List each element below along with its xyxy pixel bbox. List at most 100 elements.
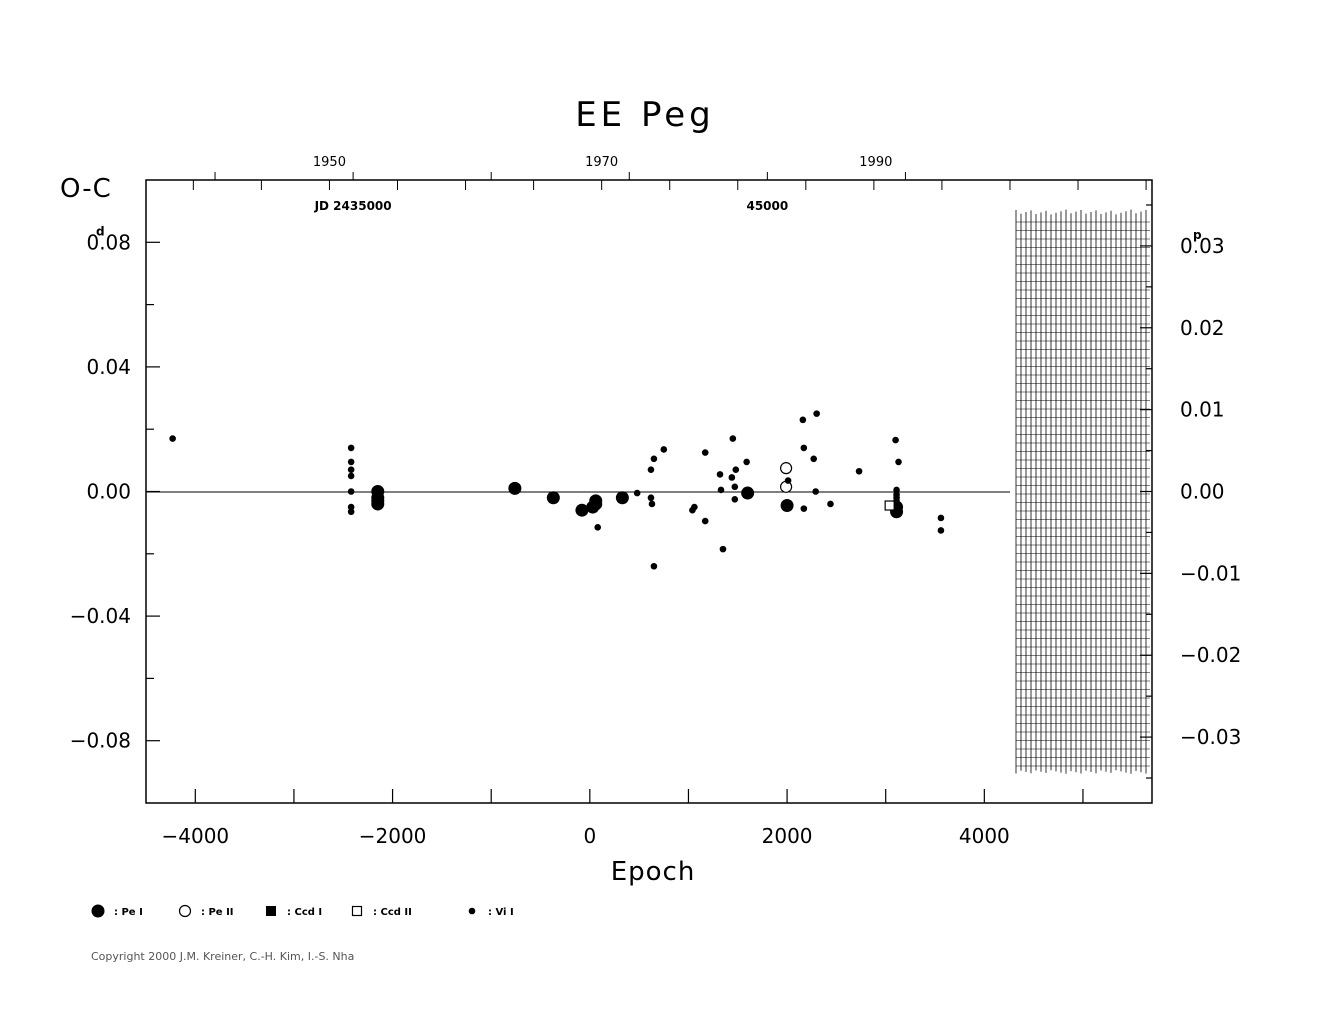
x-axis-label: Epoch: [611, 857, 696, 887]
data-point: [508, 481, 522, 495]
data-point: [650, 455, 658, 463]
data-point: [743, 458, 750, 466]
data-point: [347, 466, 355, 473]
data-point: [701, 517, 709, 525]
data-point: [813, 410, 820, 417]
x-tick-label: 2000: [762, 824, 813, 848]
data-point: [855, 467, 863, 475]
data-point: [810, 455, 818, 463]
data-point: [347, 458, 355, 466]
x-tick-label: −2000: [359, 824, 427, 848]
right-unit-symbol: p: [1193, 228, 1202, 242]
data-point: [647, 494, 655, 502]
data-point: [731, 483, 739, 491]
legend-marker: [91, 904, 105, 918]
data-point: [717, 486, 725, 494]
data-point: [800, 505, 808, 512]
data-point: [895, 458, 902, 466]
data-point: [347, 488, 355, 495]
data-point: [594, 524, 602, 531]
right-tick-label: 0.01: [1180, 398, 1225, 422]
top-year-label: 1990: [859, 155, 892, 170]
top-year-label: 1950: [313, 155, 346, 170]
y-axis-label: O-C: [60, 174, 112, 204]
data-point: [647, 466, 655, 473]
data-point: [650, 562, 658, 570]
y-tick-label: −0.04: [70, 604, 131, 628]
data-point: [800, 444, 808, 452]
data-point: [892, 436, 899, 444]
data-point: [779, 462, 793, 475]
hatch-pattern: [1015, 209, 1150, 774]
right-tick-label-int: 0: [1180, 234, 1193, 258]
data-point: [884, 500, 895, 511]
axis-ticks: [146, 172, 1152, 803]
data-points: [169, 410, 945, 570]
x-tick-label: −4000: [161, 824, 229, 848]
data-point: [719, 545, 727, 553]
right-tick-label-frac: .03: [1193, 234, 1225, 258]
data-point: [731, 495, 739, 503]
data-point: [784, 477, 792, 484]
data-point: [812, 488, 819, 495]
legend-marker: [178, 904, 192, 918]
y-tick-label-int: 0: [86, 230, 99, 254]
right-tick-label: 0.02: [1180, 316, 1225, 340]
data-point: [633, 489, 641, 497]
data-point: [732, 466, 740, 473]
data-point: [893, 497, 900, 505]
data-point: [799, 416, 807, 424]
right-tick-label: −0.02: [1180, 643, 1241, 667]
y-tick-label-frac: .08: [99, 230, 131, 254]
right-tick-label: −0.03: [1180, 725, 1241, 749]
right-tick-label: −0.01: [1180, 561, 1241, 585]
data-point: [716, 471, 724, 478]
data-point: [347, 444, 355, 452]
y-tick-label: 0.00: [86, 480, 131, 504]
jd-label: JD 2435000: [314, 199, 392, 213]
legend-marker: [468, 907, 476, 915]
x-tick-label: 0: [583, 824, 596, 848]
data-point: [937, 527, 945, 534]
data-point: [741, 486, 755, 500]
data-point: [827, 500, 834, 508]
y-unit-symbol: d: [96, 224, 105, 238]
data-point: [371, 497, 385, 511]
jd-label: 45000: [746, 199, 788, 213]
right-tick-label: 0.00: [1180, 480, 1225, 504]
chart-title: EE Peg: [575, 95, 715, 135]
tick-labels: −4000 −2000 0 2000 4000 1950 1970 1990 JD 243500…: [70, 155, 1242, 848]
data-point: [728, 474, 736, 481]
data-point: [169, 435, 176, 442]
legend: : Pe I: Pe II: Ccd I: Ccd II: Vi I: [91, 904, 514, 918]
legend-label: : Pe I: [114, 907, 143, 918]
data-point: [701, 449, 709, 456]
data-point: [347, 472, 355, 480]
data-point: [589, 497, 603, 511]
copyright-text: Copyright 2000 J.M. Kreiner, C.-H. Kim, …: [91, 950, 354, 963]
data-point: [660, 446, 668, 453]
data-point: [575, 503, 589, 517]
legend-label: : Ccd I: [287, 907, 322, 918]
legend-marker: [266, 906, 276, 916]
x-tick-label: 4000: [959, 824, 1010, 848]
y-tick-label: 0.04: [86, 355, 131, 379]
data-point: [780, 499, 794, 513]
data-point: [893, 486, 900, 494]
data-point: [648, 500, 656, 508]
data-point: [347, 508, 355, 516]
y-tick-label: 0.08: [86, 230, 131, 254]
legend-marker: [351, 905, 363, 917]
top-year-label: 1970: [585, 155, 618, 170]
data-point: [546, 491, 560, 505]
y-tick-label: −0.08: [70, 729, 131, 753]
legend-label: : Pe II: [201, 907, 234, 918]
data-point: [615, 491, 629, 505]
data-point: [729, 435, 737, 442]
right-tick-label: 0.03: [1180, 234, 1225, 258]
legend-label: : Ccd II: [373, 907, 412, 918]
data-point: [347, 503, 355, 511]
data-point: [937, 514, 945, 522]
data-point: [691, 503, 698, 511]
